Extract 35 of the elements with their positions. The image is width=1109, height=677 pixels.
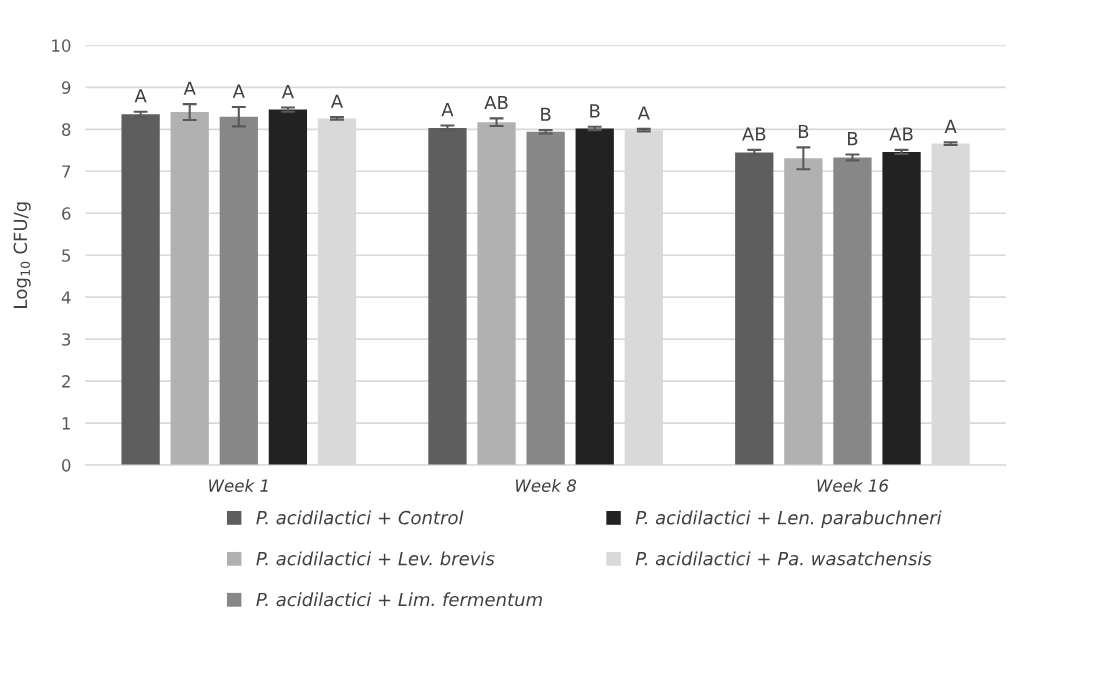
data-label: AB [742,127,766,141]
legend-label: P. acidilactici + Control [256,510,464,525]
data-label: A [944,119,957,134]
y-tick-label: 1 [62,417,70,430]
data-label: A [637,106,650,120]
data-label: A [441,103,454,117]
data-label: B [541,107,551,121]
legend-label: P. acidilactici + Lim. fermentum [256,592,542,607]
data-label: A [183,81,196,95]
y-tick-label: 3 [62,333,71,346]
legend-label: P. acidilactici + Lev. brevis [256,551,495,566]
x-tick-label: Week 8 [515,478,577,492]
data-label: B [590,104,600,118]
data-label: A [281,85,294,99]
y-tick-label: 0 [62,459,71,472]
data-label: AB [889,127,913,141]
y-tick-label: 8 [62,123,71,136]
y-tick-label: 7 [62,165,71,178]
data-label: AB [484,95,508,110]
data-label: B [848,132,858,146]
data-label: A [134,89,147,103]
data-label: A [232,84,245,98]
y-tick-label: 4 [61,291,71,304]
data-label: B [798,124,809,139]
y-axis-title: Log$_{10}$ CFU/g [13,202,31,308]
x-tick-label: Week 1 [209,478,268,492]
y-tick-label: 9 [61,81,71,94]
y-tick-label: 10 [52,39,71,52]
data-label: A [330,94,344,108]
y-tick-label: 2 [62,375,70,388]
y-tick-label: 5 [62,249,71,262]
legend-label: P. acidilactici + Len. parabuchneri [635,510,942,528]
x-tick-label: Week 16 [817,478,889,492]
legend-label: P. acidilactici + Pa. wasatchensis [635,551,932,566]
y-tick-label: 6 [62,207,71,220]
